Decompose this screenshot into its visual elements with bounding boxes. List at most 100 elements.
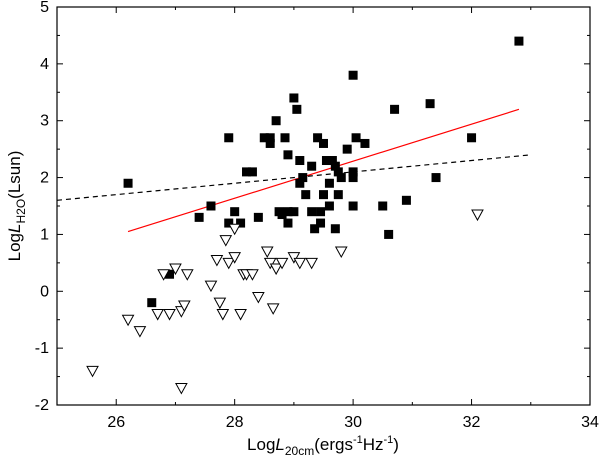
upper-limit-point bbox=[287, 252, 301, 264]
y-tick-label: 4 bbox=[40, 56, 49, 73]
detection-point bbox=[401, 195, 411, 205]
axis-ticks bbox=[56, 6, 591, 406]
detection-point bbox=[292, 104, 302, 114]
detection-point bbox=[224, 218, 234, 228]
detection-point bbox=[224, 133, 234, 143]
detection-point bbox=[316, 207, 326, 217]
detection-point bbox=[313, 133, 323, 143]
y-tick-label: 1 bbox=[40, 226, 49, 243]
detection-point bbox=[301, 190, 311, 200]
detection-point bbox=[425, 99, 435, 109]
upper-limit-point bbox=[157, 269, 170, 281]
y-tick-label: 5 bbox=[40, 0, 49, 16]
y-label-prefix: Log bbox=[5, 233, 24, 261]
upper-limit-point bbox=[269, 263, 283, 276]
detection-point bbox=[348, 201, 358, 211]
upper-limit-point bbox=[216, 309, 230, 321]
y-tick-label: 0 bbox=[40, 283, 49, 300]
detection-point bbox=[289, 207, 299, 217]
upper-limit-point bbox=[133, 326, 147, 338]
detection-point bbox=[242, 167, 252, 177]
detection-point bbox=[351, 133, 361, 143]
data-points bbox=[86, 36, 524, 395]
detection-point bbox=[253, 212, 263, 222]
upper-limit-point bbox=[210, 255, 224, 267]
detection-point bbox=[123, 178, 133, 188]
detection-point bbox=[295, 156, 305, 166]
detection-point bbox=[259, 133, 269, 143]
y-tick-label: 2 bbox=[40, 170, 49, 187]
detection-point bbox=[194, 212, 204, 222]
detection-point bbox=[330, 224, 340, 234]
x-label-sub: 20cm bbox=[285, 444, 314, 458]
x-tick-label: 30 bbox=[344, 414, 362, 431]
upper-limit-point bbox=[121, 314, 135, 327]
y-axis-label: LogLH2O(Lsun) bbox=[5, 151, 28, 262]
x-axis-label: LogL20cm(ergs-1Hz-1) bbox=[247, 434, 399, 458]
y-tick-label: -2 bbox=[35, 397, 49, 414]
y-tick-label: -1 bbox=[35, 340, 49, 357]
upper-limit-point bbox=[246, 269, 259, 281]
y-label-sub: H2O bbox=[14, 199, 28, 224]
detection-point bbox=[348, 70, 358, 80]
detection-point bbox=[342, 144, 352, 154]
detection-point bbox=[378, 201, 388, 211]
upper-limit-point bbox=[293, 257, 307, 270]
x-label-mid: Hz bbox=[363, 435, 384, 454]
upper-limit-point bbox=[266, 303, 280, 315]
detection-point bbox=[514, 36, 524, 46]
detection-point bbox=[147, 298, 157, 308]
upper-limit-point bbox=[177, 300, 191, 313]
upper-limit-point bbox=[234, 309, 247, 321]
upper-limit-point bbox=[151, 309, 165, 321]
upper-limit-point bbox=[305, 257, 319, 270]
upper-limit-point bbox=[275, 257, 289, 270]
upper-limit-point bbox=[180, 269, 194, 281]
detection-point bbox=[283, 207, 293, 217]
fit-lines bbox=[56, 108, 531, 233]
detection-point bbox=[283, 150, 293, 160]
upper-limit-point bbox=[175, 382, 188, 395]
detection-point bbox=[384, 229, 394, 239]
detection-point bbox=[330, 161, 340, 171]
upper-limit-point bbox=[204, 280, 218, 293]
detection-point bbox=[390, 104, 400, 114]
x-tick-label: 28 bbox=[226, 414, 244, 431]
x-label-prefix: Log bbox=[247, 435, 275, 454]
upper-limit-point bbox=[228, 223, 242, 236]
upper-limit-point bbox=[252, 291, 265, 304]
detection-point bbox=[307, 161, 317, 171]
detection-point bbox=[298, 173, 308, 183]
upper-limit-point bbox=[334, 246, 348, 259]
x-tick-label: 26 bbox=[107, 414, 125, 431]
detection-point bbox=[333, 167, 343, 177]
plot-area bbox=[56, 6, 591, 406]
detection-point bbox=[431, 173, 441, 183]
detection-point bbox=[360, 138, 370, 148]
upper-limit-point bbox=[219, 235, 233, 247]
detection-point bbox=[265, 138, 275, 148]
y-tick-label: 3 bbox=[40, 113, 49, 130]
detection-point bbox=[247, 167, 257, 177]
detection-point bbox=[283, 218, 293, 228]
detection-point bbox=[348, 167, 358, 177]
y-label-unit: (Lsun) bbox=[5, 151, 24, 199]
detection-point bbox=[307, 207, 317, 217]
detection-point bbox=[206, 201, 216, 211]
detection-point bbox=[236, 218, 246, 228]
y-tick-labels: -2 -1 0 1 2 3 4 5 bbox=[35, 0, 49, 414]
x-label-end: ) bbox=[393, 435, 399, 454]
fit-all-line bbox=[56, 154, 531, 201]
detection-point bbox=[324, 178, 334, 188]
detection-point bbox=[316, 218, 326, 228]
fit-detections-line bbox=[127, 108, 520, 233]
x-tick-labels: 26 28 30 32 34 bbox=[107, 414, 599, 431]
upper-limit-point bbox=[163, 309, 176, 321]
detection-point bbox=[265, 133, 275, 143]
detection-point bbox=[280, 133, 290, 143]
detection-point bbox=[319, 190, 328, 200]
x-label-exp1: -1 bbox=[353, 434, 363, 446]
x-label-unit: (ergs bbox=[314, 435, 353, 454]
detection-point bbox=[333, 190, 343, 200]
upper-limit-point bbox=[471, 209, 484, 222]
